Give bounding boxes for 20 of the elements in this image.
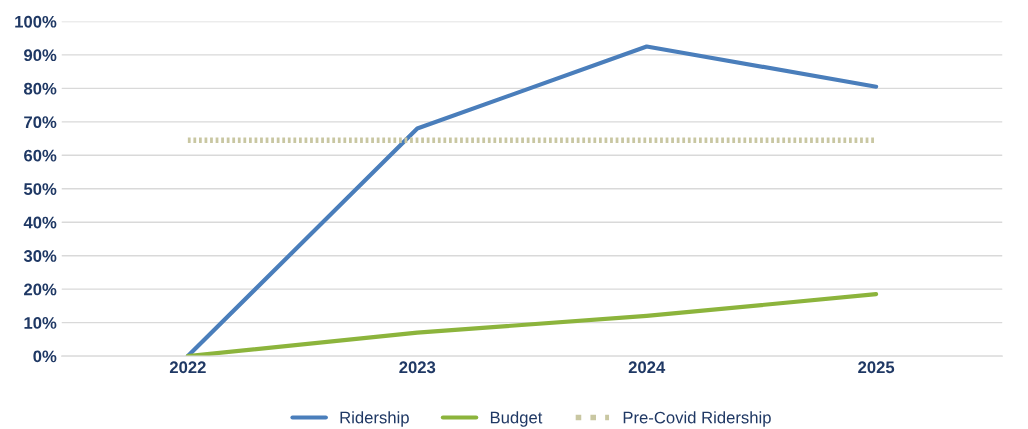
- y-tick-label: 100%: [15, 15, 57, 28]
- y-tick-label: 90%: [24, 49, 57, 62]
- legend-label: Ridership: [340, 411, 409, 427]
- line-series: [185, 44, 879, 357]
- legend-label: Pre-Covid Ridership: [623, 411, 771, 427]
- legend-label: Budget: [490, 411, 543, 427]
- y-tick-label: 20%: [24, 283, 57, 296]
- y-tick-label: 30%: [23, 250, 57, 262]
- y-tick-label: 10%: [24, 317, 57, 329]
- line-series: [185, 292, 879, 357]
- y-tick-label: 80%: [23, 82, 57, 95]
- x-tick-label: 2025: [858, 361, 895, 374]
- x-tick-label: 2023: [399, 361, 436, 374]
- y-tick-label: 0%: [33, 350, 57, 363]
- y-tick-label: 50%: [23, 183, 57, 195]
- y-tick-label: 40%: [23, 216, 57, 229]
- x-tick-label: 2024: [628, 361, 666, 374]
- y-tick-label: 60%: [24, 149, 57, 162]
- y-tick-label: 70%: [24, 116, 57, 129]
- x-tick-label: 2022: [169, 361, 206, 374]
